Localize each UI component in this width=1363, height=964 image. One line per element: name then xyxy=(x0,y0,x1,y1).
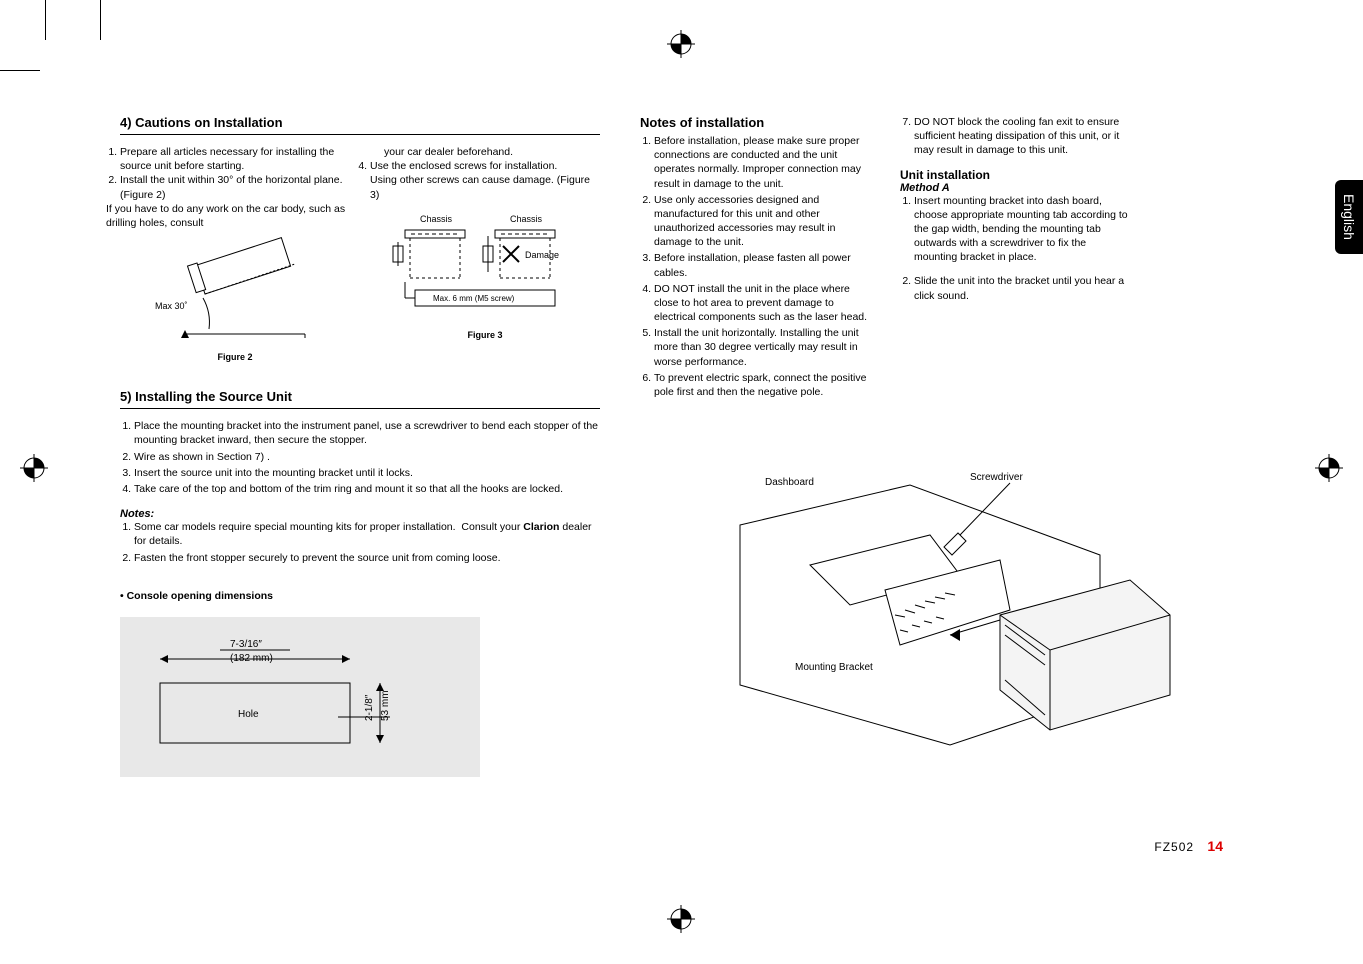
list-item: Before installation, please fasten all p… xyxy=(654,251,870,279)
page-number: 14 xyxy=(1207,838,1223,854)
list-item: Some car models require special mounting… xyxy=(134,520,600,548)
notes-install-heading: Notes of installation xyxy=(640,115,870,130)
svg-text:7-3/16″: 7-3/16″ xyxy=(230,639,262,650)
list-item: Before installation, please make sure pr… xyxy=(654,134,870,191)
unit-install-list2: Slide the unit into the bracket until yo… xyxy=(900,274,1130,302)
section5-heading: 5) Installing the Source Unit xyxy=(120,389,600,404)
list-item: Wire as shown in Section 7) . xyxy=(134,450,600,464)
mounting-diagram: Dashboard Screwdriver Mounting Bracket xyxy=(700,465,1220,765)
page-footer: FZ502 14 xyxy=(1154,838,1223,854)
registration-mark-top xyxy=(667,30,695,58)
console-heading: • Console opening dimensions xyxy=(120,589,600,603)
figure2-caption: Figure 2 xyxy=(120,351,350,363)
crop-mark xyxy=(45,0,46,40)
svg-text:Hole: Hole xyxy=(238,709,259,720)
list-item: DO NOT install the unit in the place whe… xyxy=(654,282,870,325)
notes-heading: Notes: xyxy=(120,508,600,520)
list-item: To prevent electric spark, connect the p… xyxy=(654,371,870,399)
list-item: Use the enclosed screws for installation… xyxy=(370,159,600,202)
svg-text:53 mm: 53 mm xyxy=(380,690,391,721)
crop-mark xyxy=(100,0,101,40)
list-item: Insert the source unit into the mounting… xyxy=(134,466,600,480)
svg-text:Chassis: Chassis xyxy=(420,214,453,224)
language-tab: English xyxy=(1335,180,1363,254)
section4-list-right: Use the enclosed screws for installation… xyxy=(370,159,600,202)
svg-text:(182 mm): (182 mm) xyxy=(230,653,273,664)
list-item: If you have to do any work on the car bo… xyxy=(106,202,350,230)
left-column: 4) Cautions on Installation Prepare all … xyxy=(120,115,600,777)
list-item: Install the unit within 30° of the horiz… xyxy=(120,173,350,201)
section4-heading: 4) Cautions on Installation xyxy=(120,115,600,130)
figure2-angle-label: Max 30˚ xyxy=(155,301,188,311)
rule xyxy=(120,408,600,409)
list-item: Install the unit horizontally. Installin… xyxy=(654,326,870,369)
notes-install-list-cont: DO NOT block the cooling fan exit to ens… xyxy=(900,115,1130,158)
model-number: FZ502 xyxy=(1154,840,1194,854)
svg-text:Mounting Bracket: Mounting Bracket xyxy=(795,662,873,673)
list-item: Prepare all articles necessary for insta… xyxy=(120,145,350,173)
svg-text:Max. 6 mm (M5 screw): Max. 6 mm (M5 screw) xyxy=(433,294,515,303)
unit-install-list: Insert mounting bracket into dash board,… xyxy=(900,194,1130,265)
svg-text:Dashboard: Dashboard xyxy=(765,477,814,488)
list-carryover: your car dealer beforehand. xyxy=(384,145,600,159)
svg-text:Damage: Damage xyxy=(525,250,559,260)
list-item: Place the mounting bracket into the inst… xyxy=(134,419,600,447)
list-item: Fasten the front stopper securely to pre… xyxy=(134,551,600,565)
list-item: Take care of the top and bottom of the t… xyxy=(134,482,600,496)
list-item: Slide the unit into the bracket until yo… xyxy=(914,274,1130,302)
section5-notes: Some car models require special mounting… xyxy=(120,520,600,565)
svg-text:Chassis: Chassis xyxy=(510,214,543,224)
list-item: DO NOT block the cooling fan exit to ens… xyxy=(914,115,1130,158)
figure3: Chassis Chassis xyxy=(370,212,600,341)
registration-mark-left xyxy=(20,454,48,482)
registration-mark-right xyxy=(1315,454,1343,482)
rule xyxy=(120,134,600,135)
list-item: Insert mounting bracket into dash board,… xyxy=(914,194,1130,265)
unit-install-heading: Unit installation xyxy=(900,168,1130,182)
section5-list: Place the mounting bracket into the inst… xyxy=(120,419,600,496)
registration-mark-bottom xyxy=(667,905,695,933)
section4-list-left: Prepare all articles necessary for insta… xyxy=(120,145,350,230)
console-opening-diagram: 7-3/16″ (182 mm) Hole 2-1/8″ 53 mm xyxy=(120,617,480,777)
page-content: 4) Cautions on Installation Prepare all … xyxy=(120,115,1240,855)
notes-install-list: Before installation, please make sure pr… xyxy=(640,134,870,399)
method-a-label: Method A xyxy=(900,182,1130,194)
list-item: Use only accessories designed and manufa… xyxy=(654,193,870,250)
figure2: Max 30˚ Figure 2 xyxy=(120,234,350,363)
figure3-caption: Figure 3 xyxy=(370,329,600,341)
crop-mark xyxy=(0,70,40,71)
svg-text:Screwdriver: Screwdriver xyxy=(970,472,1023,483)
